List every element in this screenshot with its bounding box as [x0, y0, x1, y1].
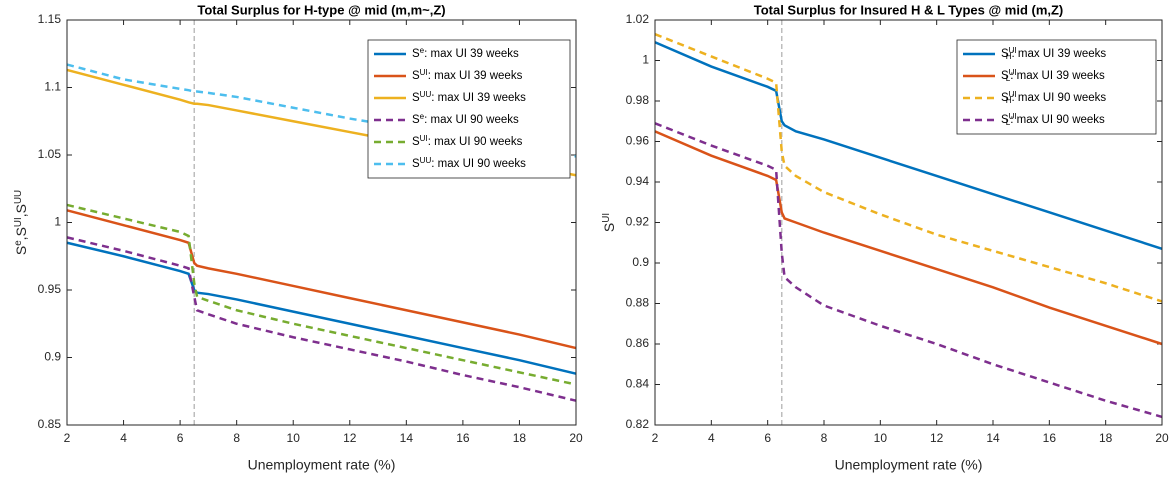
series-line: [654, 122, 1163, 419]
x-tick-label: 4: [120, 431, 127, 445]
x-tick-label: 18: [513, 431, 527, 445]
x-axis-label: Unemployment rate (%): [248, 457, 396, 473]
series-line: [66, 63, 577, 158]
x-tick-label: 12: [930, 431, 944, 445]
chart-title: Total Surplus for H-type @ mid (m,m~,Z): [197, 2, 445, 17]
y-tick-label: 0.9: [632, 255, 649, 269]
series-line: [66, 209, 577, 350]
axes-frame: [654, 19, 1163, 426]
y-axis-label: Se,SUI,SUU: [13, 190, 29, 255]
axes-frame: [66, 19, 577, 426]
legend-label: Se: max UI 39 weeks: [412, 46, 519, 60]
y-tick-label: 0.88: [626, 296, 650, 310]
y-tick-label: 1: [642, 53, 649, 67]
legend-label: SUI H: max UI 39 weeks: [1001, 46, 1106, 61]
x-tick-label: 6: [177, 431, 184, 445]
y-tick-label: 1: [54, 215, 61, 229]
y-tick-label: 1.1: [44, 80, 61, 94]
legend-label: SUI H: max UI 90 weeks: [1001, 90, 1106, 105]
x-tick-label: 20: [569, 431, 583, 445]
series-line: [654, 41, 1163, 251]
x-tick-label: 14: [986, 431, 1000, 445]
legend-label: SUU: max UI 90 weeks: [412, 156, 526, 170]
y-tick-label: 0.96: [626, 134, 650, 148]
x-tick-label: 20: [1155, 431, 1169, 445]
series-line: [66, 203, 577, 386]
x-tick-label: 8: [233, 431, 240, 445]
y-tick-label: 0.95: [38, 282, 62, 296]
x-tick-label: 2: [652, 431, 659, 445]
legend-label: SUI L: max UI 39 weeks: [1001, 68, 1105, 83]
legend-label: Se: max UI 90 weeks: [412, 112, 519, 126]
y-axis-label: SUI: [601, 213, 617, 232]
legend-label: SUI: max UI 39 weeks: [412, 68, 523, 82]
x-axis-label: Unemployment rate (%): [835, 457, 983, 473]
y-tick-label: 0.92: [626, 215, 650, 229]
series-line: [654, 130, 1163, 346]
y-tick-label: 0.84: [626, 377, 650, 391]
x-tick-label: 10: [287, 431, 301, 445]
series-line: [66, 241, 577, 375]
x-tick-label: 18: [1099, 431, 1113, 445]
y-tick-label: 0.9: [44, 350, 61, 364]
y-tick-label: 1.02: [626, 12, 650, 26]
series-line: [654, 33, 1163, 303]
x-tick-label: 16: [1043, 431, 1057, 445]
legend-box: [956, 39, 1157, 135]
x-tick-label: 8: [821, 431, 828, 445]
x-tick-label: 14: [400, 431, 414, 445]
legend-label: SUI L: max UI 90 weeks: [1001, 112, 1105, 127]
x-tick-label: 2: [64, 431, 71, 445]
x-tick-label: 4: [708, 431, 715, 445]
legend-box: [367, 39, 571, 179]
y-tick-label: 0.86: [626, 336, 650, 350]
x-tick-label: 10: [874, 431, 888, 445]
x-tick-label: 16: [456, 431, 470, 445]
y-tick-label: 0.98: [626, 93, 650, 107]
chart-title: Total Surplus for Insured H & L Types @ …: [754, 2, 1064, 17]
y-tick-label: 0.85: [38, 417, 62, 431]
y-tick-label: 1.15: [38, 12, 62, 26]
y-tick-label: 0.94: [626, 174, 650, 188]
x-tick-label: 6: [764, 431, 771, 445]
y-tick-label: 1.05: [38, 147, 62, 161]
y-tick-label: 0.82: [626, 417, 650, 431]
x-tick-label: 12: [343, 431, 357, 445]
legend-label: SUI: max UI 90 weeks: [412, 134, 523, 148]
legend-label: SUU: max UI 39 weeks: [412, 90, 526, 104]
series-line: [66, 236, 577, 402]
